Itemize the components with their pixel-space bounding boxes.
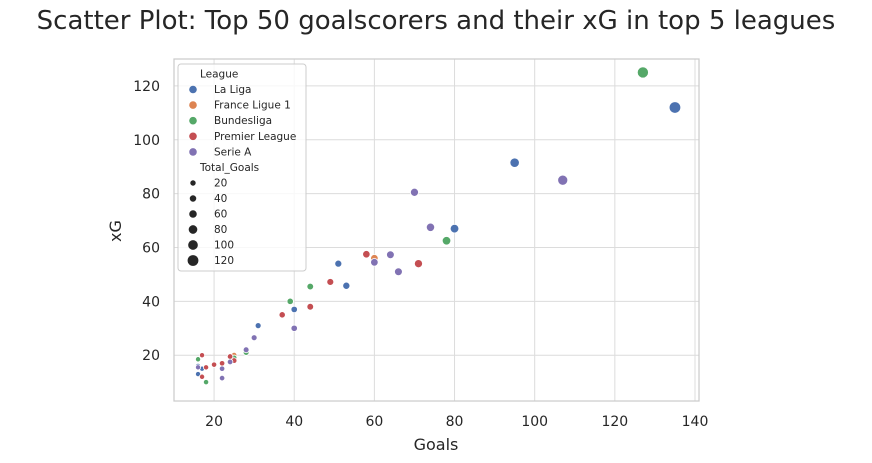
scatter-point [254, 322, 262, 330]
scatter-point [394, 267, 403, 277]
legend-size-marker [189, 210, 197, 218]
scatter-point [668, 101, 682, 114]
legend-size-entry: 80 [214, 224, 227, 236]
scatter-point [334, 259, 343, 268]
scatter-point [342, 281, 351, 290]
legend-entry: Premier League [214, 131, 296, 143]
scatter-point [370, 258, 379, 267]
legend-marker [189, 132, 197, 141]
scatter-point [195, 371, 202, 378]
scatter-point [286, 297, 294, 305]
legend-size-entry: 20 [214, 178, 227, 190]
legend-entry: Bundesliga [214, 115, 272, 127]
scatter-point [203, 379, 210, 386]
tick-labels: 20 40 60 80 100 120 140 20 40 60 80 100 120 [133, 79, 708, 430]
legend-size-entry: 100 [214, 240, 234, 252]
legend-marker [189, 148, 197, 156]
x-tick-label: 40 [285, 414, 303, 430]
legend-marker [189, 116, 197, 125]
x-tick-label: 100 [521, 414, 548, 430]
scatter-point [306, 302, 315, 311]
scatter-point [250, 334, 258, 342]
scatter-point [203, 364, 210, 371]
y-tick-label: 40 [142, 294, 160, 310]
scatter-point [278, 311, 286, 319]
x-tick-label: 120 [601, 414, 628, 430]
x-tick-label: 60 [365, 414, 383, 430]
y-tick-label: 80 [142, 187, 160, 203]
scatter-point [290, 324, 298, 332]
y-tick-label: 100 [133, 133, 160, 149]
legend-hue-title: League [200, 69, 238, 81]
legend-entry: France Ligue 1 [214, 100, 291, 112]
legend-size-entry: 40 [214, 193, 227, 205]
scatter-point [210, 361, 218, 368]
scatter-point [195, 356, 202, 363]
legend-size-marker [190, 180, 196, 186]
scatter-point [425, 222, 436, 232]
scatter-point [362, 250, 371, 259]
scatter-point [449, 223, 460, 234]
y-axis-label: xG [106, 220, 125, 242]
legend-size-marker [188, 225, 198, 234]
legend-marker [189, 85, 197, 94]
y-tick-label: 60 [142, 241, 160, 257]
scatter-point [218, 360, 226, 367]
legend-entry: Serie A [214, 146, 252, 158]
scatter-point [218, 374, 226, 382]
scatter-point [306, 282, 315, 291]
scatter-point [441, 236, 452, 246]
legend-size-entry: 60 [214, 209, 227, 221]
scatter-point [557, 174, 569, 186]
legend-size-entry: 120 [214, 255, 234, 267]
scatter-point [386, 250, 395, 260]
legend-size-title: Total_Goals [199, 162, 259, 174]
scatter-point [636, 66, 649, 79]
legend-entry: La Liga [214, 84, 252, 96]
scatter-point [195, 364, 202, 371]
x-tick-label: 20 [205, 414, 223, 430]
x-tick-label: 80 [446, 414, 464, 430]
legend-size-marker [187, 255, 199, 266]
data-points [195, 66, 682, 386]
scatter-point [242, 346, 250, 354]
scatter-point [326, 278, 335, 286]
legend-marker [189, 101, 197, 109]
scatter-point [410, 187, 419, 197]
chart-title: Scatter Plot: Top 50 goalscorers and the… [36, 6, 836, 36]
scatter-point [509, 157, 520, 168]
legend: League La Liga France Ligue 1 Bundesliga Pre… [177, 63, 307, 272]
y-tick-label: 20 [142, 348, 160, 364]
x-tick-label: 140 [682, 414, 709, 430]
scatter-point [413, 259, 423, 269]
x-axis-label: Goals [414, 435, 459, 454]
scatter-point [226, 358, 234, 366]
legend-box [177, 63, 307, 272]
legend-size-marker [189, 195, 197, 202]
y-tick-label: 120 [133, 79, 160, 95]
legend-size-marker [188, 240, 198, 250]
scatter-point [218, 365, 226, 372]
scatter-point [290, 305, 298, 314]
scatter-point [199, 352, 206, 359]
plot-frame [173, 58, 700, 402]
scatter-point [199, 373, 206, 380]
